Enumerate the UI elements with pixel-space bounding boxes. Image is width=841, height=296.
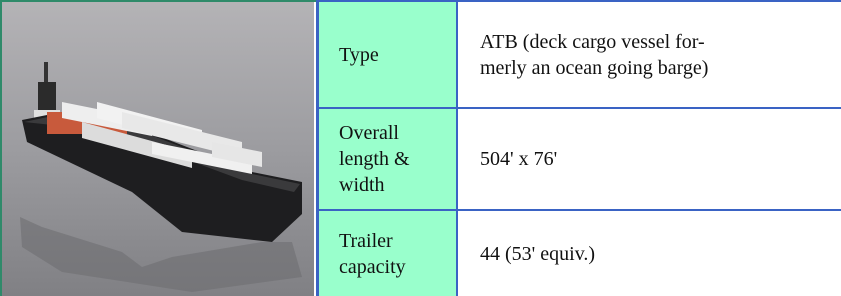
barge-photo <box>2 2 314 296</box>
row-label: Overall length & width <box>339 120 450 198</box>
value-cell: 504' x 76' <box>458 109 841 209</box>
value-line: ATB (deck cargo vessel for- <box>480 31 705 53</box>
value-line: 504' x 76' <box>480 146 557 172</box>
label-cell: Trailer capacity <box>316 211 458 296</box>
label-cell: Overall length & width <box>316 109 458 209</box>
page: Type ATB (deck cargo vessel for- merly a… <box>0 0 841 296</box>
label-cell: Type <box>316 2 458 107</box>
row-label: Type <box>339 42 379 68</box>
value-line: merly an ocean going barge) <box>480 57 708 79</box>
value-cell: ATB (deck cargo vessel for- merly an oce… <box>458 2 841 107</box>
row-label: Trailer capacity <box>339 228 450 280</box>
value-line: 44 (53' equiv.) <box>480 241 595 267</box>
value-cell: 44 (53' equiv.) <box>458 211 841 296</box>
